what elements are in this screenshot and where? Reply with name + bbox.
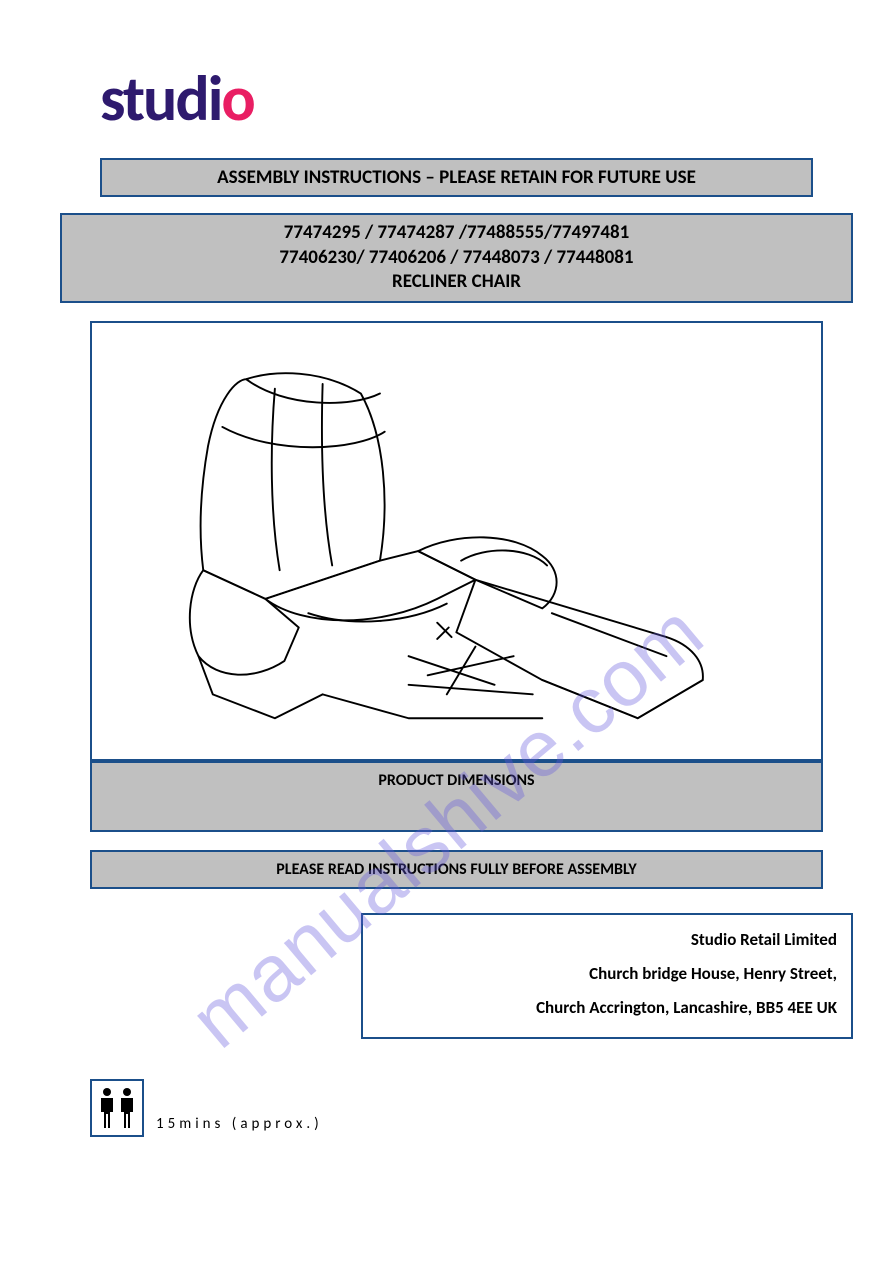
- dim-heading: PRODUCT DIMENSIONS: [100, 771, 813, 790]
- codes-line3: RECLINER CHAIR: [70, 270, 843, 295]
- product-dimensions-box: PRODUCT DIMENSIONS: [90, 761, 823, 832]
- hero-illustration-box: [90, 321, 823, 761]
- logo-part1: studi: [100, 60, 221, 138]
- addr-l2: Church bridge House, Henry Street,: [377, 957, 837, 991]
- product-codes-box: 77474295 / 77474287 /77488555/77497481 7…: [60, 213, 853, 303]
- two-person-icon: [90, 1079, 144, 1137]
- page: studio ASSEMBLY INSTRUCTIONS – PLEASE RE…: [0, 0, 893, 1177]
- person-icon: [117, 1086, 137, 1130]
- logo-part2: o: [221, 60, 253, 138]
- addr-l1: Studio Retail Limited: [377, 923, 837, 957]
- codes-line2: 77406230/ 77406206 / 77448073 / 77448081: [70, 246, 843, 271]
- read-instructions-box: PLEASE READ INSTRUCTIONS FULLY BEFORE AS…: [90, 850, 823, 889]
- codes-line1: 77474295 / 77474287 /77488555/77497481: [70, 221, 843, 246]
- person-icon: [97, 1086, 117, 1130]
- addr-l3: Church Accrington, Lancashire, BB5 4EE U…: [377, 991, 837, 1025]
- address-box: Studio Retail Limited Church bridge Hous…: [361, 913, 853, 1039]
- assembly-time-row: 15mins (approx.): [90, 1079, 853, 1137]
- recliner-chair-icon: [121, 341, 792, 742]
- brand-logo: studio: [100, 60, 853, 138]
- time-label: 15mins (approx.): [156, 1115, 323, 1137]
- banner-retain: ASSEMBLY INSTRUCTIONS – PLEASE RETAIN FO…: [100, 158, 813, 197]
